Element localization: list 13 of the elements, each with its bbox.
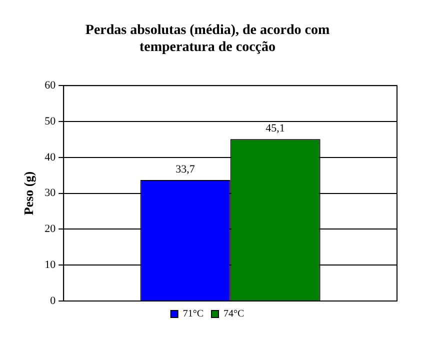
y-tick-label: 10 <box>44 258 56 271</box>
legend-label: 71°C <box>182 308 204 320</box>
y-tick-label: 40 <box>44 151 56 164</box>
y-tick-label: 0 <box>50 294 56 307</box>
data-label: 33,7 <box>176 163 196 176</box>
y-tick-label: 50 <box>44 115 56 128</box>
y-axis-title: Peso (g) <box>21 171 36 216</box>
data-label: 45,1 <box>266 122 285 134</box>
y-tick-label: 60 <box>44 79 56 92</box>
legend-label: 74°C <box>224 308 244 320</box>
y-tick-label: 20 <box>44 223 56 236</box>
y-tick-label: 30 <box>44 187 56 200</box>
chart-title: Perdas absolutas (média), de acordo com temperatura de cocção <box>85 23 330 55</box>
